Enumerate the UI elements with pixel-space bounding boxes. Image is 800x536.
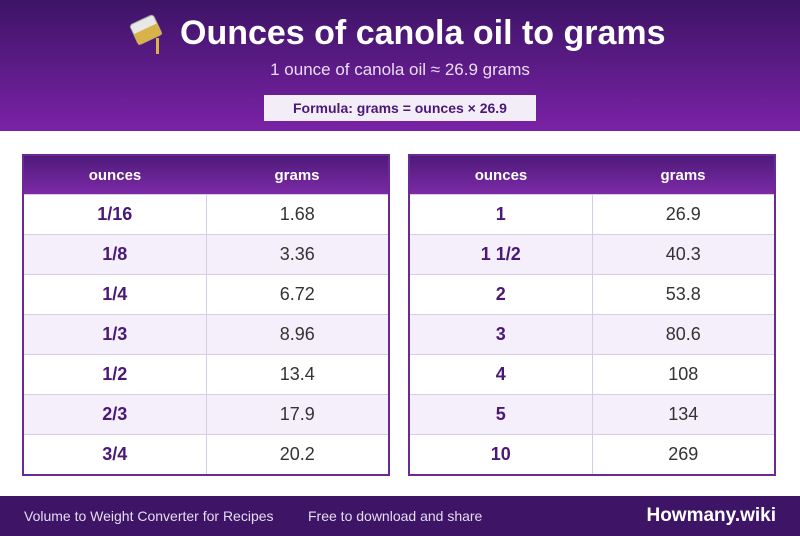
cell: 17.9: [279, 404, 315, 424]
cell: 1/8: [24, 235, 207, 274]
cell: 1/2: [24, 355, 207, 394]
cell: 2: [410, 275, 593, 314]
column-header: ounces: [474, 166, 528, 184]
row: 3 80.6: [410, 314, 774, 354]
cell: 13.4: [279, 364, 315, 384]
cell: 1: [410, 195, 593, 234]
cell: 40.3: [665, 244, 701, 264]
row: 1/8 3.36: [24, 234, 388, 274]
cell: 80.6: [665, 324, 701, 344]
cell: 3.36: [279, 244, 315, 264]
row: 1 1/2 40.3: [410, 234, 774, 274]
cell: 10: [410, 435, 593, 474]
cell: 3/4: [24, 435, 207, 474]
row: 1/16 1.68: [24, 194, 388, 234]
header: Ounces of canola oil to grams 1 ounce of…: [0, 0, 800, 131]
footer-middle: Free to download and share: [308, 508, 483, 524]
row: 2/3 17.9: [24, 394, 388, 434]
title: Ounces of canola oil to grams: [180, 14, 666, 52]
cell: 1/3: [24, 315, 207, 354]
row: 5 134: [410, 394, 774, 434]
cell: 5: [410, 395, 593, 434]
cell: 1/4: [24, 275, 207, 314]
formula: Formula: grams = ounces × 26.9: [264, 95, 536, 121]
oil-icon: [129, 14, 163, 54]
footer-left: Volume to Weight Converter for Recipes: [24, 508, 274, 524]
row: 3/4 20.2: [24, 434, 388, 474]
column-header: grams: [660, 166, 706, 184]
cell: 53.8: [665, 284, 701, 304]
cell: 1.68: [279, 204, 315, 224]
cell: 3: [410, 315, 593, 354]
column-header: ounces: [88, 166, 142, 184]
row: 4 108: [410, 354, 774, 394]
header-row: ounces grams: [24, 156, 388, 194]
cell: 2/3: [24, 395, 207, 434]
table: ounces grams 1 26.9 1 1/2 40.3 2 53.8 3 80.6 4 108 5…: [408, 154, 776, 476]
cell: 20.2: [279, 444, 315, 464]
cell: 6.72: [279, 284, 315, 304]
row: 1/4 6.72: [24, 274, 388, 314]
header-row: ounces grams: [410, 156, 774, 194]
cell: 8.96: [279, 324, 315, 344]
cell: 1/16: [24, 195, 207, 234]
row: 1 26.9: [410, 194, 774, 234]
cell: 108: [668, 364, 699, 384]
cell: 1 1/2: [410, 235, 593, 274]
cell: 134: [668, 404, 699, 424]
subtitle: 1 ounce of canola oil ≈ 26.9 grams: [270, 60, 530, 79]
row: 1/2 13.4: [24, 354, 388, 394]
table: ounces grams 1/16 1.68 1/8 3.36 1/4 6.72 1/3 8.96…: [22, 154, 390, 476]
row: 2 53.8: [410, 274, 774, 314]
cell: 4: [410, 355, 593, 394]
column-header: grams: [274, 166, 320, 184]
cell: 269: [668, 444, 699, 464]
brand: Howmany.wiki: [646, 505, 776, 526]
footer: Volume to Weight Converter for Recipes F…: [0, 496, 800, 536]
row: 10 269: [410, 434, 774, 474]
cell: 26.9: [665, 204, 701, 224]
row: 1/3 8.96: [24, 314, 388, 354]
